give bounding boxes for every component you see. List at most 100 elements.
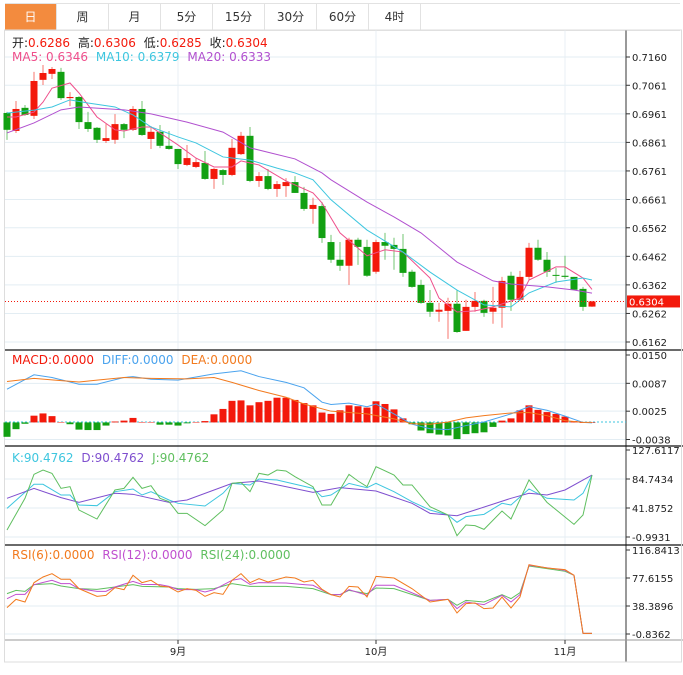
candle-up <box>435 302 443 322</box>
macd-bar-positive <box>354 406 362 423</box>
indicator-lines <box>6 82 593 634</box>
candle-up <box>498 276 506 328</box>
y-tick-label: 0.6362 <box>632 281 667 292</box>
candle-up <box>30 71 38 119</box>
candle-body <box>237 135 245 155</box>
x-tick-label: 10月 <box>365 646 388 658</box>
candle-up <box>372 239 380 274</box>
candle-body <box>543 259 551 272</box>
current-price-label: 0.6304 <box>629 297 664 308</box>
macd-bar-positive <box>282 397 290 423</box>
rsi6-line <box>6 564 592 634</box>
candles <box>3 64 596 440</box>
candle-body <box>174 148 182 165</box>
macd-bar-positive <box>30 415 38 423</box>
macd-bar-positive <box>498 420 506 423</box>
candle-body <box>291 182 299 193</box>
ma5-line <box>7 82 593 313</box>
candle-body <box>84 122 92 129</box>
candle-body <box>165 145 173 149</box>
candle-body <box>192 162 200 167</box>
y-tick-label: 0.6262 <box>632 309 667 320</box>
candle-body <box>156 131 164 146</box>
y-tick-label: -0.8362 <box>632 630 671 641</box>
candle-body <box>3 112 11 130</box>
tab-week[interactable]: 周 <box>57 4 109 30</box>
candle-body <box>480 300 488 313</box>
candle-down <box>543 252 551 277</box>
tab-30min[interactable]: 30分 <box>265 4 317 30</box>
candle-body <box>147 131 155 139</box>
k-value: K:90.4762 <box>12 451 74 465</box>
y-tick-label: 38.3896 <box>632 602 673 613</box>
tab-day[interactable]: 日 <box>5 4 57 30</box>
y-tick-label: 0.0025 <box>632 407 667 418</box>
y-tick-label: 0.7160 <box>632 53 667 64</box>
candle-up <box>345 237 353 285</box>
candle-body <box>561 275 569 277</box>
macd-bar-positive <box>147 421 155 423</box>
rsi-legend: RSI(6):0.0000 RSI(12):0.0000 RSI(24):0.0… <box>12 548 291 562</box>
tab-5min[interactable]: 5分 <box>161 4 213 30</box>
macd-bar-positive <box>237 400 245 423</box>
rsi12-value: RSI(12):0.0000 <box>102 548 192 562</box>
y-tick-label: 41.8752 <box>632 504 673 515</box>
y-axis: 0.7160 0.7061 0.6961 0.6861 0.6761 0.6661 0.65… <box>626 53 680 641</box>
ma20-line <box>6 106 593 294</box>
macd-bar-negative <box>183 422 191 424</box>
y-tick-label: 0.6961 <box>632 110 667 121</box>
macd-bar-positive <box>336 410 344 423</box>
candle-down <box>363 239 371 277</box>
candle-down <box>579 286 587 311</box>
candle-body <box>282 182 290 187</box>
candle-body <box>30 80 38 116</box>
candle-up <box>48 66 56 79</box>
candle-body <box>48 68 56 74</box>
macd-bar-positive <box>246 405 254 423</box>
candle-body <box>129 108 137 130</box>
macd-bar-negative <box>444 422 452 436</box>
tab-month[interactable]: 月 <box>109 4 161 30</box>
macd-bar-negative <box>66 422 74 425</box>
macd-bar-positive <box>201 421 209 423</box>
rsi12-line <box>6 564 592 634</box>
current-price-box <box>627 295 680 308</box>
macd-bar-negative <box>84 422 92 431</box>
candle-body <box>183 158 191 165</box>
candle-body <box>39 72 47 80</box>
candle-body <box>534 247 542 260</box>
candle-body <box>219 170 227 175</box>
candle-body <box>435 309 443 312</box>
rsi24-value: RSI(24):0.0000 <box>200 548 290 562</box>
candle-body <box>120 124 128 130</box>
tab-15min[interactable]: 15分 <box>213 4 265 30</box>
candle-body <box>228 147 236 175</box>
macd-bar-negative <box>102 422 110 426</box>
close-label: 收: <box>210 36 226 50</box>
candle-body <box>66 96 74 99</box>
candle-down <box>318 202 326 243</box>
macd-bar-positive <box>525 405 533 423</box>
macd-value: MACD:0.0000 <box>12 353 94 367</box>
candle-body <box>507 275 515 300</box>
y-tick-label: 0.0150 <box>632 351 667 362</box>
candle-body <box>111 124 119 140</box>
candle-down <box>57 67 65 100</box>
candle-down <box>246 126 254 183</box>
macd-bar-negative <box>75 422 83 430</box>
y-tick-label: 127.6117 <box>632 446 680 457</box>
y-tick-label: 0.6861 <box>632 138 667 149</box>
macd-bar-negative <box>21 422 29 424</box>
y-tick-label: 116.8413 <box>632 546 680 557</box>
tab-60min[interactable]: 60分 <box>317 4 369 30</box>
candle-up <box>66 92 74 107</box>
macd-bar-positive <box>129 417 137 423</box>
tab-4hour[interactable]: 4时 <box>369 4 421 30</box>
candle-body <box>255 176 263 181</box>
candle-up <box>525 242 533 280</box>
macd-bar-positive <box>39 413 47 423</box>
candle-body <box>516 276 524 300</box>
macd-bar-negative <box>3 422 11 437</box>
candle-up <box>255 172 263 187</box>
